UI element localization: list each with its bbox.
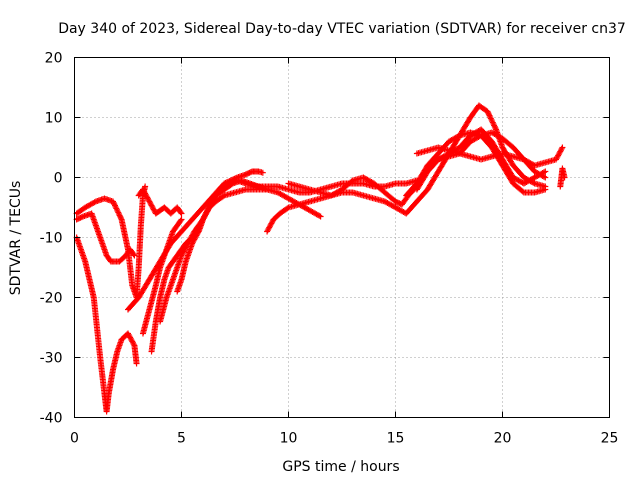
data-point [559,144,566,151]
data-point [433,157,440,164]
data-point [177,209,184,216]
data-point [487,114,494,121]
chart-title: Day 340 of 2023, Sidereal Day-to-day VTE… [58,21,626,37]
x-tick-label: 0 [70,431,79,447]
data-point [490,120,497,127]
data-series [139,216,185,337]
data-point [117,215,124,222]
data-point [542,186,549,193]
data-point [131,252,138,259]
data-point [111,201,118,208]
data-point [476,133,483,140]
data-series [413,144,566,169]
axis-ticks: 0 5 10 15 20 25 -40 -30 -20 -10 0 10 20 [40,51,619,447]
x-tick-label: 15 [387,431,405,447]
data-point [316,212,323,219]
data-point [492,125,499,132]
data-point [130,251,137,258]
y-tick-label: 10 [45,111,63,127]
x-tick-label: 10 [280,431,298,447]
data-point [110,199,117,206]
data-point [91,199,98,206]
data-point [484,108,491,115]
data-point [177,217,184,224]
y-tick-label: 0 [54,171,63,187]
y-tick-label: -30 [40,351,63,367]
x-tick-label: 20 [494,431,512,447]
data-point [178,216,185,223]
y-tick-label: -20 [40,291,63,307]
data-point [491,123,498,130]
y-tick-label: 20 [45,51,63,67]
data-point [486,112,493,119]
data-point [133,360,140,367]
y-axis-label: SDTVAR / TECUs [8,181,24,296]
data-series [73,183,149,301]
data-point [110,198,117,205]
data-point [115,209,122,216]
x-axis-label: GPS time / hours [282,459,399,475]
data-point [113,206,120,213]
grid [74,57,610,418]
data-series [285,174,420,208]
data-point [117,213,124,220]
data-point [455,133,462,140]
data-point [317,213,324,220]
data-point [111,202,118,209]
data-point [114,208,121,215]
data-point [519,188,526,195]
data-point [540,173,547,180]
y-tick-label: -10 [40,231,63,247]
data-point [542,168,549,175]
data-point [115,210,122,217]
data-point [130,341,137,348]
data-points [73,102,568,415]
x-tick-label: 5 [177,431,186,447]
data-point [178,210,185,217]
data-point [489,119,496,126]
data-series [73,234,140,415]
data-series [557,165,568,190]
data-point [113,205,120,212]
data-point [487,115,494,122]
data-point [112,204,119,211]
data-point [561,174,568,181]
data-point [485,111,492,118]
data-point [488,116,495,123]
data-point [194,229,201,236]
data-point [489,118,496,125]
data-point [116,212,123,219]
data-series [73,210,138,265]
data-point [491,122,498,129]
data-point [284,205,291,212]
data-point [224,181,231,188]
x-tick-label: 25 [601,431,619,447]
y-tick-label: -40 [40,411,63,427]
data-point [220,193,227,200]
data-series [174,186,324,295]
data-point [558,145,565,152]
data-point [259,169,266,176]
data-point [542,174,549,181]
data-point [485,109,492,116]
data-series [135,186,185,217]
